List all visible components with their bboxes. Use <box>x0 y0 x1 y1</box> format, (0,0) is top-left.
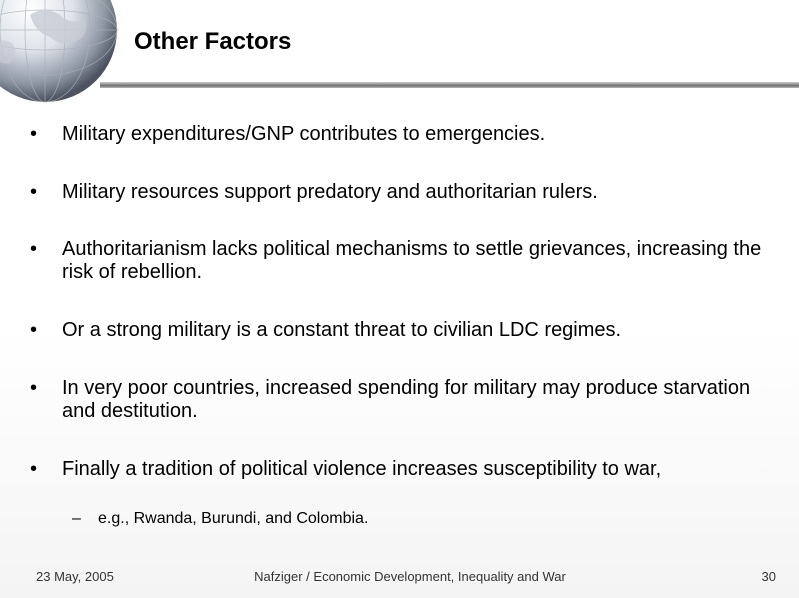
bullet-text: Military expenditures/GNP contributes to… <box>62 123 546 145</box>
bullet-text: Authoritarianism lacks political mechani… <box>62 238 762 283</box>
globe-icon <box>0 0 118 103</box>
bullet-text: Finally a tradition of political violenc… <box>62 458 662 480</box>
bullet-text: In very poor countries, increased spendi… <box>62 377 751 422</box>
title-divider <box>100 82 799 88</box>
bullet-marker: • <box>30 377 38 399</box>
footer-date: 23 May, 2005 <box>36 569 114 584</box>
bullet-marker: • <box>30 319 38 341</box>
slide-title: Other Factors <box>134 28 292 55</box>
bullet-text: Military resources support predatory and… <box>62 181 598 203</box>
bullet-marker: • <box>30 458 38 480</box>
footer-source: Nafziger / Economic Development, Inequal… <box>254 569 566 584</box>
bullet-text: Or a strong military is a constant threa… <box>62 319 622 341</box>
sub-bullet-marker: – <box>72 510 81 527</box>
bullet-marker: • <box>30 123 38 145</box>
sub-bullet-text: e.g., Rwanda, Burundi, and Colombia. <box>98 510 369 527</box>
bullet-marker: • <box>30 181 38 203</box>
bullet-marker: • <box>30 238 38 260</box>
page-number: 30 <box>761 569 776 584</box>
